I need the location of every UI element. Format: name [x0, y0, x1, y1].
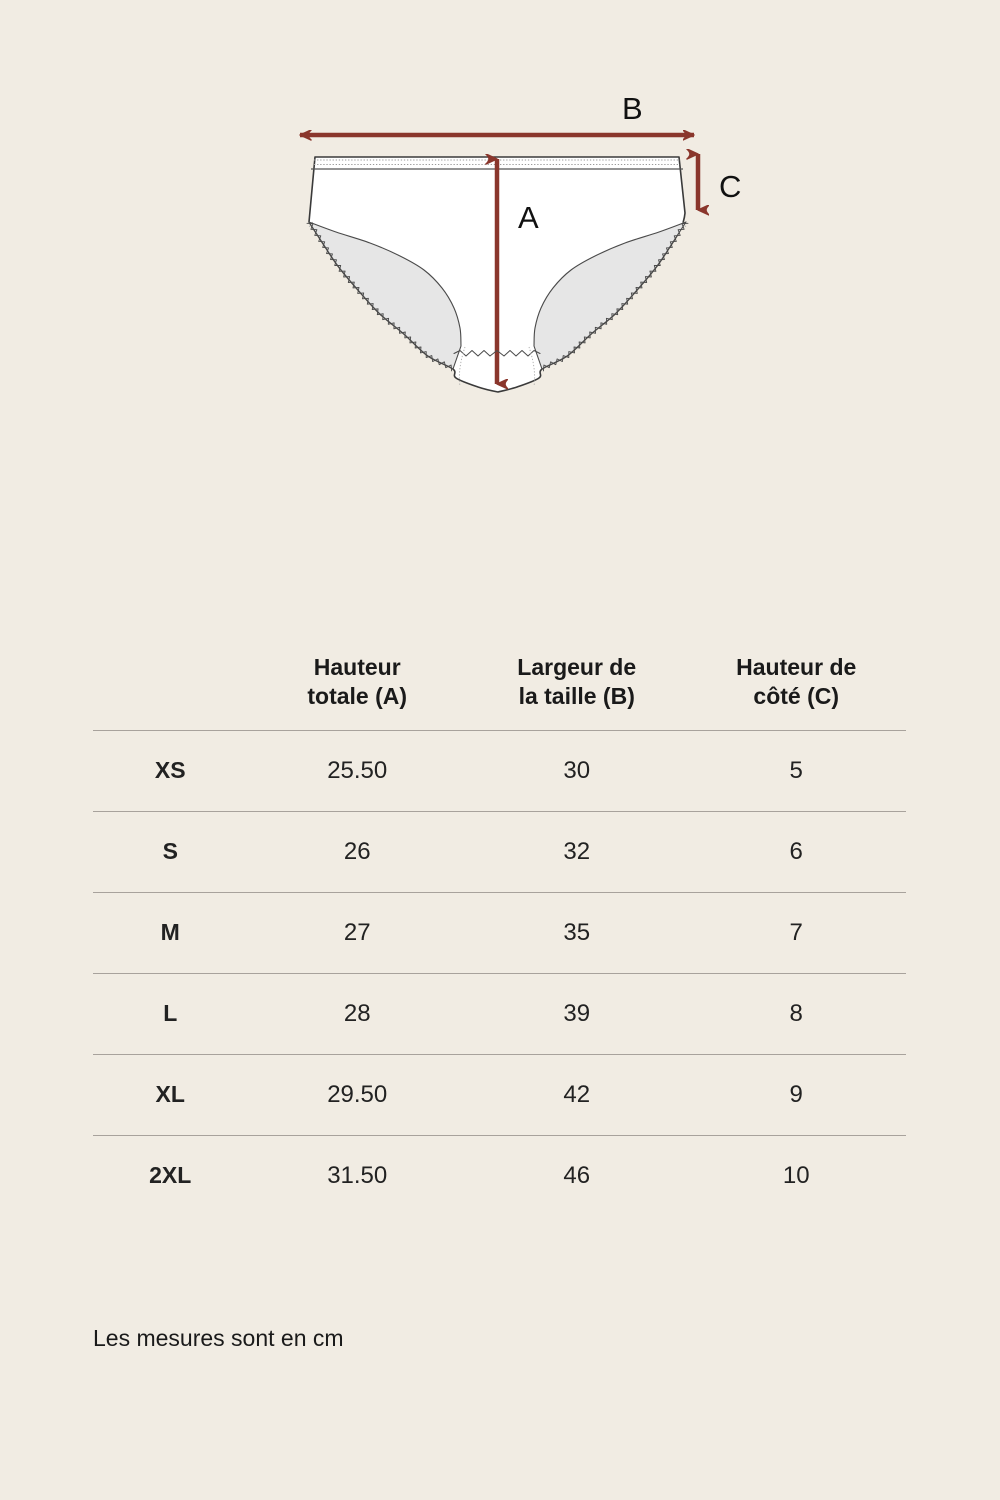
- svg-text:A: A: [518, 200, 539, 235]
- svg-text:C: C: [719, 169, 741, 204]
- svg-text:B: B: [622, 91, 643, 126]
